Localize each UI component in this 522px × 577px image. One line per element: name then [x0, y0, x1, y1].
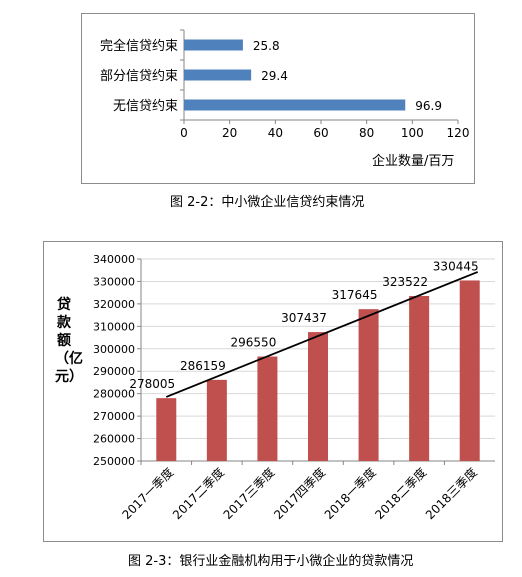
chart2-bar	[206, 379, 227, 461]
chart1-category-label: 无信贷约束	[113, 99, 178, 114]
chart2-data-label: 286159	[180, 359, 226, 373]
chart2-data-label: 323522	[382, 275, 428, 289]
chart2-bar	[257, 356, 278, 461]
chart1-x-tick-label: 0	[180, 126, 188, 140]
chart2-data-label: 278005	[129, 377, 175, 391]
chart2-data-label: 296550	[231, 336, 277, 350]
chart2-x-tick-label: 2018一季度	[321, 465, 379, 523]
chart2-x-tick-label: 2017四季度	[270, 465, 328, 523]
chart2-y-tick-label: 300000	[93, 343, 135, 356]
chart2-data-label: 330445	[433, 259, 479, 273]
figure-2-3-caption: 图 2-3：银行业金融机构用于小微企业的贷款情况	[128, 554, 414, 569]
chart1-x-tick-label: 20	[222, 126, 237, 140]
chart2-trendline	[165, 271, 479, 398]
chart1-bar	[184, 69, 252, 81]
chart2-y-tick-label: 340000	[93, 253, 135, 266]
chart2-y-tick-label: 320000	[93, 298, 135, 311]
chart2-bar	[358, 309, 379, 461]
chart2-y-tick-label: 280000	[93, 388, 135, 401]
chart1-x-tick-label: 120	[447, 126, 470, 140]
chart1-category-label: 完全信贷约束	[100, 38, 178, 54]
chart1-data-label: 96.9	[415, 99, 442, 113]
chart1-data-label: 29.4	[261, 69, 288, 83]
chart1-frame	[81, 13, 475, 184]
chart2-y-tick-label: 250000	[93, 455, 135, 468]
chart1-x-tick-label: 100	[401, 126, 424, 140]
chart1-x-tick-label: 80	[359, 126, 374, 140]
chart2-x-tick-label: 2018二季度	[372, 465, 430, 523]
chart2-y-axis-label: 贷款额（亿元）	[55, 297, 83, 385]
chart2-data-label: 317645	[332, 288, 378, 302]
chart2-x-tick-label: 2017一季度	[119, 465, 177, 523]
chart2-x-tick-label: 2017二季度	[169, 465, 227, 523]
chart2-bar	[409, 295, 430, 461]
chart2-y-tick-label: 260000	[93, 433, 135, 446]
chart2-y-tick-label: 270000	[93, 410, 135, 423]
chart2-x-tick-label: 2017三季度	[220, 465, 278, 523]
figure-2-2-caption: 图 2-2：中小微企业信贷约束情况	[170, 195, 365, 210]
chart1-bar	[184, 99, 406, 111]
chart2-data-label: 307437	[281, 311, 327, 325]
chart1-x-tick-label: 40	[268, 126, 283, 140]
chart1-x-tick-label: 60	[313, 126, 328, 140]
chart2-bar	[459, 280, 480, 461]
chart1-x-axis-label: 企业数量/百万	[372, 153, 454, 169]
chart1-data-label: 25.8	[253, 39, 280, 53]
chart2-x-tick-label: 2018三季度	[422, 465, 480, 523]
chart2-y-tick-label: 290000	[93, 365, 135, 378]
chart2-bar	[156, 398, 177, 461]
chart1-category-label: 部分信贷约束	[100, 69, 178, 84]
chart2-y-tick-label: 310000	[93, 320, 135, 333]
chart1-bar	[184, 39, 243, 51]
chart2-y-tick-label: 330000	[93, 275, 135, 288]
chart2-bar	[308, 332, 328, 461]
